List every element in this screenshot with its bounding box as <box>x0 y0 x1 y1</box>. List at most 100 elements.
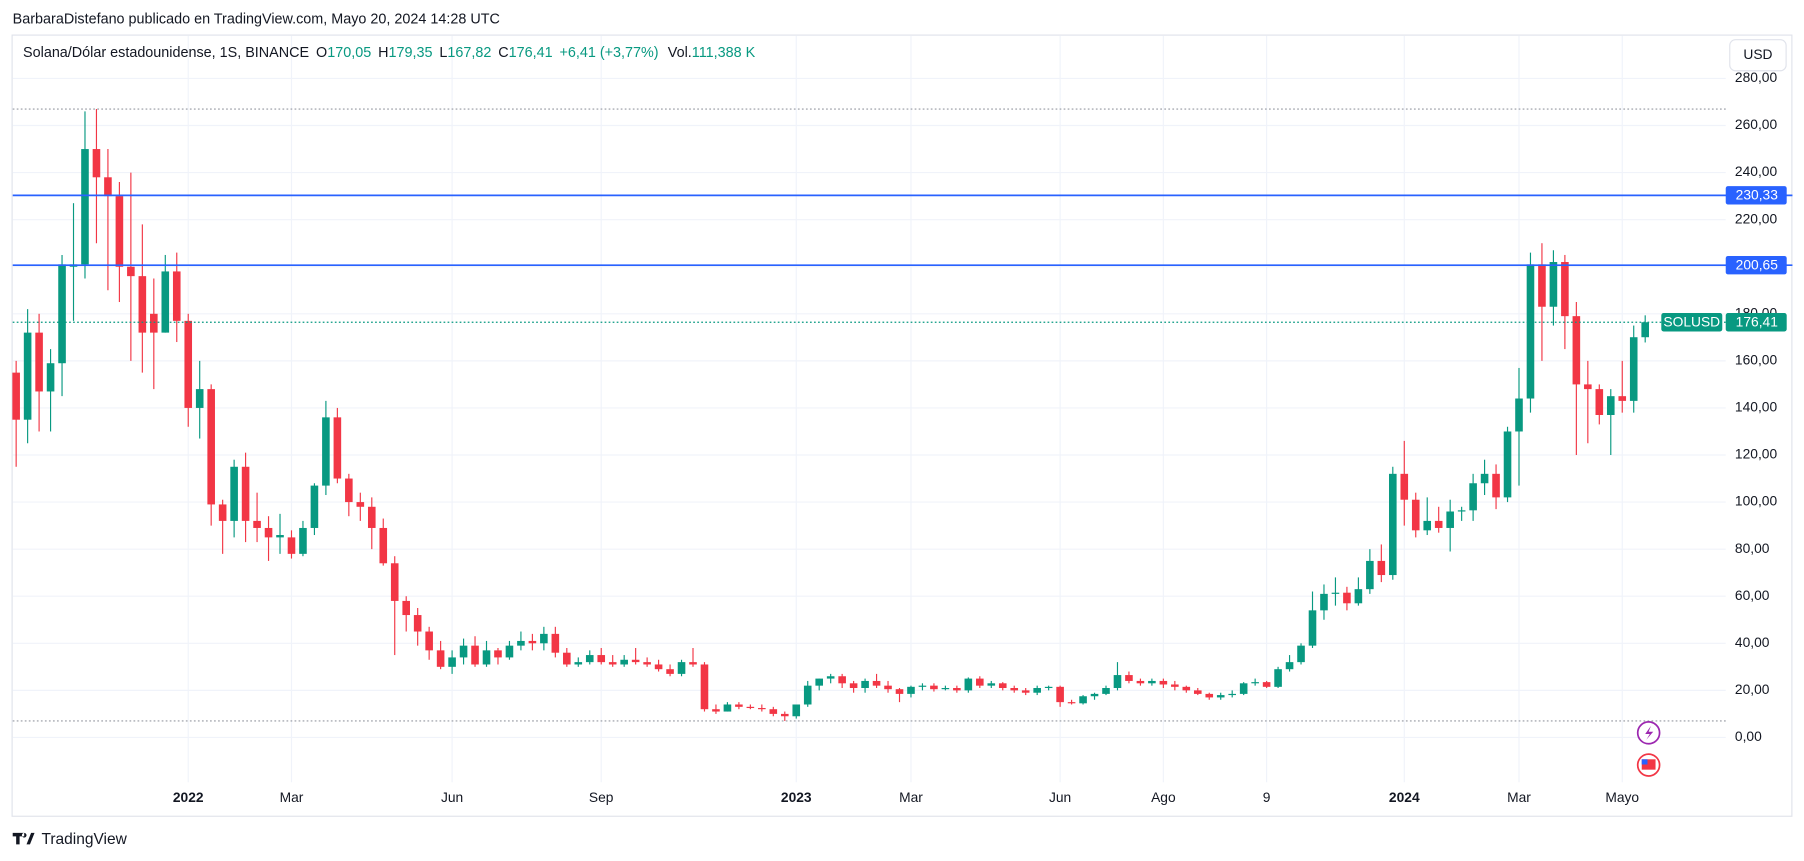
candle-body <box>1044 686 1053 689</box>
candle-body <box>1469 483 1477 511</box>
price-tag-label: 230,33 <box>1736 188 1779 203</box>
candle-body <box>46 363 55 392</box>
candle-body <box>1239 683 1248 694</box>
currency-label[interactable]: USD <box>1743 47 1772 62</box>
candle-body <box>608 662 617 665</box>
symbol-tag <box>1661 313 1723 332</box>
candle-body <box>769 709 778 714</box>
candle-body <box>1102 688 1110 694</box>
candle-body <box>1526 264 1535 399</box>
candle-body <box>402 600 410 616</box>
candle-body <box>1423 520 1432 531</box>
candle-body <box>287 537 296 554</box>
candle-body <box>1159 680 1168 685</box>
candle-body <box>563 652 571 665</box>
candle-body <box>1251 682 1259 684</box>
candle-body <box>1538 264 1546 307</box>
candle-body <box>723 704 732 712</box>
candle-body <box>631 659 640 663</box>
high-label: H <box>378 45 388 61</box>
candle-body <box>861 680 869 689</box>
candle-body <box>712 709 720 712</box>
candle-body <box>677 662 686 674</box>
candle-body <box>436 650 445 667</box>
y-tick-label: 120,00 <box>1735 447 1778 462</box>
candle-body <box>505 645 514 658</box>
candle-body <box>838 676 846 684</box>
candle-body <box>333 417 342 479</box>
candle-body <box>964 678 973 691</box>
last-price-tag <box>1725 313 1787 332</box>
candle-body <box>1457 510 1466 512</box>
candle-body <box>1366 560 1374 590</box>
candle-body <box>700 664 709 710</box>
close-label: C <box>498 45 508 61</box>
candle-body <box>35 332 43 392</box>
candle-body <box>815 678 823 686</box>
candle-body <box>987 683 996 686</box>
x-tick-label: Mayo <box>1605 790 1639 805</box>
candle-body <box>1320 593 1328 611</box>
candle-body <box>1021 690 1030 693</box>
candle-body <box>1228 693 1236 696</box>
candle-body <box>1618 396 1627 401</box>
event-icon-bolt <box>1645 725 1654 740</box>
x-tick-label: Jun <box>1049 790 1071 805</box>
publish-header: BarbaraDistefano publicado en TradingVie… <box>13 11 500 27</box>
candle-body <box>264 527 273 538</box>
candle-body <box>230 466 238 521</box>
symbol: Solana/Dólar estadounidense, 1S, BINANCE <box>23 45 309 61</box>
candle-body <box>425 631 433 651</box>
x-tick-label: 2023 <box>781 790 812 805</box>
candle-body <box>551 633 560 653</box>
candle-body <box>1148 680 1156 684</box>
candle-body <box>643 662 651 665</box>
candle-body <box>1389 473 1397 576</box>
candle-body <box>1446 511 1454 528</box>
candle-body <box>1308 610 1317 646</box>
candle-body <box>482 650 491 665</box>
x-tick-label: 2024 <box>1389 790 1420 805</box>
candle-body <box>1171 684 1179 687</box>
volume-label: Vol. <box>668 45 692 61</box>
candle-body <box>1113 675 1122 689</box>
last-price-label: 176,41 <box>1736 314 1778 329</box>
y-tick-label: 60,00 <box>1735 588 1770 603</box>
candle-body <box>172 271 181 321</box>
x-tick-label: Ago <box>1151 790 1176 805</box>
candle-body <box>104 177 112 197</box>
x-tick-label: 9 <box>1263 790 1271 805</box>
candle-body <box>1641 322 1649 338</box>
candle-body <box>826 676 835 679</box>
candle-body <box>367 506 376 528</box>
candle-body <box>884 685 892 690</box>
candle-body <box>310 485 319 528</box>
candle-body <box>1343 592 1351 604</box>
y-tick-label: 40,00 <box>1735 635 1770 650</box>
candle-body <box>849 683 858 689</box>
candle-body <box>253 520 261 528</box>
currency-button[interactable] <box>1729 39 1787 72</box>
candle-body <box>1354 589 1363 604</box>
candle-body <box>574 662 583 665</box>
symbol-tag-label: SOLUSD <box>1663 314 1720 329</box>
candle-body <box>322 417 330 486</box>
candle-body <box>448 657 456 667</box>
candle-body <box>895 689 904 694</box>
y-tick-label: 240,00 <box>1735 164 1778 179</box>
candle-body <box>299 527 307 554</box>
chart-frame <box>11 34 1793 817</box>
y-tick-label: 140,00 <box>1735 400 1778 415</box>
candle-body <box>517 640 525 646</box>
candle-body <box>654 664 663 670</box>
open-label: O <box>316 45 327 61</box>
candle-body <box>792 704 801 717</box>
candle-body <box>1595 389 1604 415</box>
candle-body <box>195 389 204 408</box>
candle-body <box>998 683 1007 689</box>
plot-area <box>12 35 1726 783</box>
candle-body <box>161 271 170 333</box>
symbol-legend: Solana/Dólar estadounidense, 1S, BINANCE… <box>23 45 756 61</box>
candle-body <box>1629 337 1638 401</box>
candle-body <box>930 685 938 690</box>
